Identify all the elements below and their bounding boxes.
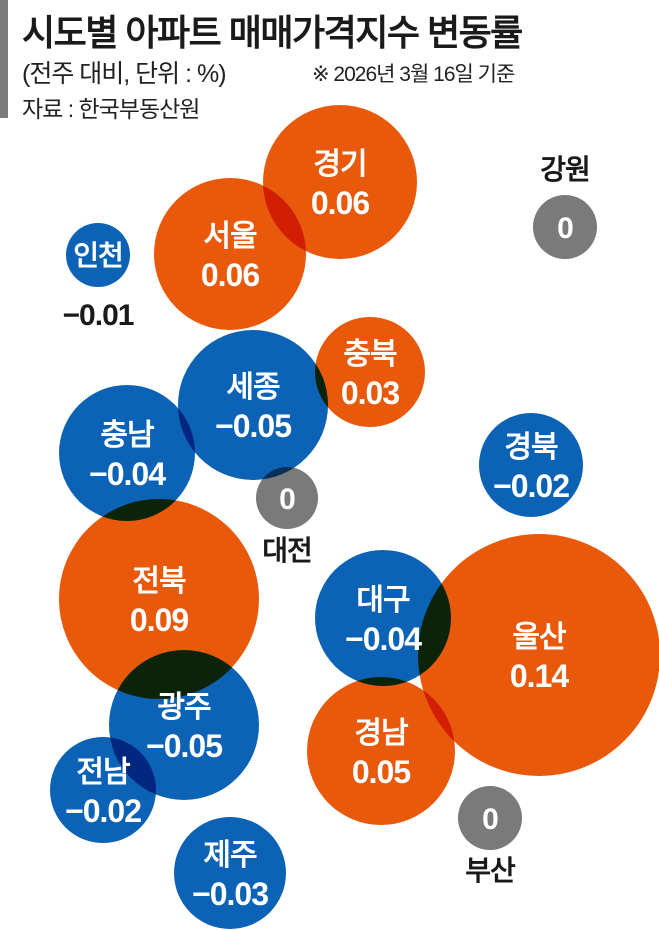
bubble-value-label: −0.04 — [89, 456, 166, 492]
date-note: ※ 2026년 3월 16일 기준 — [312, 63, 515, 86]
bubble-강원 — [533, 195, 597, 259]
bubble-region-label: 전북 — [132, 565, 186, 598]
bubble-region-label: 세종 — [226, 371, 280, 404]
bubble-region-label: 대구 — [356, 584, 410, 617]
bubble-region-label: 대전 — [262, 535, 312, 566]
bubble-경남 — [307, 677, 455, 825]
bubble-region-label: 광주 — [157, 691, 211, 724]
bubble-서울 — [154, 178, 306, 330]
bubble-region-label: 경북 — [504, 431, 558, 464]
bubble-region-label: 부산 — [465, 855, 516, 886]
bubble-세종 — [178, 330, 328, 480]
bubble-value-label: 0.09 — [130, 602, 188, 638]
bubble-region-label: 경남 — [354, 717, 409, 750]
bubble-value-label: 0 — [279, 483, 295, 516]
bubble-울산 — [418, 534, 659, 776]
bubble-region-label: 충북 — [343, 338, 397, 371]
bubble-전북 — [59, 499, 259, 699]
bubble-value-label: 0.06 — [311, 185, 369, 221]
bubble-대구 — [315, 550, 451, 686]
bubble-region-label: 제주 — [203, 839, 257, 872]
bubble-value-label: 0.03 — [341, 375, 399, 411]
bubble-전남 — [50, 737, 156, 843]
chart-title: 시도별 아파트 매매가격지수 변동률 — [22, 12, 523, 53]
bubble-value-label: −0.03 — [192, 876, 268, 912]
bubble-value-label: −0.05 — [215, 408, 291, 444]
bubble-충남 — [59, 385, 195, 521]
bubble-value-label: −0.02 — [65, 793, 141, 829]
bubble-value-label: 0 — [557, 212, 573, 245]
bubble-region-label: 강원 — [540, 154, 590, 185]
bubble-region-label: 전남 — [76, 756, 131, 789]
accent-bar — [0, 0, 8, 118]
bubble-value-label: −0.04 — [345, 621, 422, 657]
bubble-인천 — [66, 223, 130, 287]
bubble-value-label: −0.05 — [146, 728, 222, 764]
bubble-region-label: 충남 — [100, 419, 155, 452]
bubble-충북 — [315, 317, 425, 427]
bubble-value-label: −0.01 — [63, 299, 134, 332]
bubble-region-label: 울산 — [512, 621, 567, 654]
bubble-value-label: 0.05 — [352, 754, 410, 790]
bubble-제주 — [174, 817, 286, 929]
bubble-value-label: −0.02 — [493, 468, 569, 504]
bubble-value-label: 0.06 — [201, 257, 259, 293]
bubble-경기 — [263, 105, 417, 259]
bubble-대전 — [256, 467, 318, 529]
bubble-region-label: 서울 — [203, 220, 257, 253]
bubble-부산 — [458, 786, 522, 850]
bubble-value-label: 0 — [482, 803, 498, 836]
bubble-경북 — [479, 413, 583, 517]
bubble-value-label: 0.14 — [510, 658, 569, 694]
source-note: 자료 : 한국부동산원 — [22, 96, 200, 122]
bubble-region-label: 경기 — [313, 148, 366, 181]
chart-subtitle: (전주 대비, 단위 : %) — [22, 60, 227, 88]
bubble-region-label: 인천 — [73, 240, 123, 271]
